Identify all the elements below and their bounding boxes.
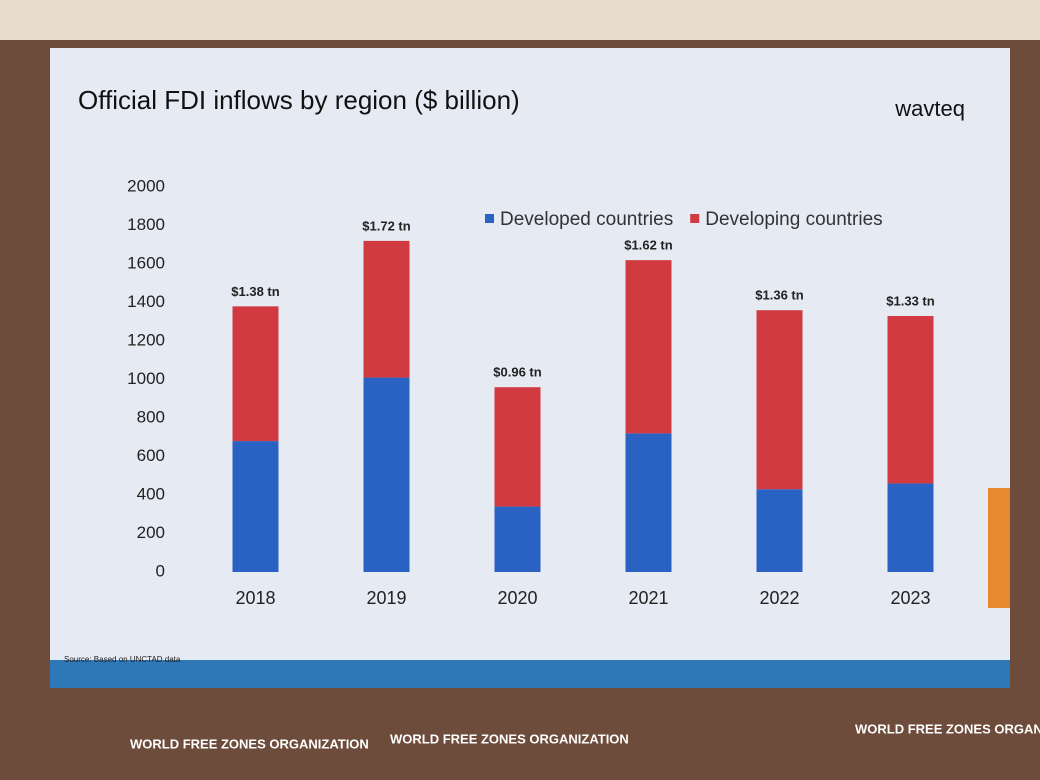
y-tick-label: 400 — [137, 484, 165, 503]
bar-segment — [756, 489, 803, 572]
venue-label: WORLD FREE ZONES ORGANIZATION — [390, 731, 629, 746]
bar-segment — [625, 433, 672, 572]
bar-segment — [494, 506, 541, 572]
bar-segment — [887, 483, 934, 572]
y-tick-label: 1800 — [127, 215, 165, 234]
venue-label: WORLD FREE ZONES ORGANIZATION — [855, 721, 1040, 736]
total-label: $1.36 tn — [755, 288, 803, 303]
bar-segment — [887, 315, 934, 484]
x-tick-label: 2018 — [235, 588, 275, 608]
side-accent — [988, 488, 1010, 608]
slide-footer-stripe — [50, 660, 1010, 688]
total-label: $1.38 tn — [231, 284, 279, 299]
chart-title: Official FDI inflows by region ($ billio… — [78, 85, 520, 115]
y-tick-label: 2000 — [127, 176, 165, 195]
bar-segment — [756, 310, 803, 490]
total-label: $1.72 tn — [362, 218, 410, 233]
bar-segment — [363, 377, 410, 572]
legend-label: Developed countries — [500, 209, 673, 230]
legend-swatch — [690, 214, 700, 223]
bar-segment — [232, 441, 279, 572]
x-tick-label: 2022 — [759, 588, 799, 608]
bar-segment — [625, 260, 672, 434]
brand: wavteq — [894, 96, 965, 121]
y-tick-label: 200 — [137, 523, 165, 542]
legend-label: Developing countries — [705, 209, 882, 230]
x-tick-label: 2023 — [890, 588, 930, 608]
y-tick-label: 800 — [137, 407, 165, 426]
y-tick-label: 0 — [156, 561, 165, 580]
y-tick-label: 600 — [137, 446, 165, 465]
bar-segment — [363, 240, 410, 378]
slide — [50, 48, 1010, 688]
y-tick-label: 1000 — [127, 369, 165, 388]
x-tick-label: 2020 — [497, 588, 537, 608]
total-label: $1.62 tn — [624, 238, 672, 253]
y-tick-label: 1600 — [127, 253, 165, 272]
source-note: Source: Based on UNCTAD data — [64, 655, 181, 664]
bar-segment — [232, 306, 279, 442]
total-label: $1.33 tn — [886, 293, 934, 308]
y-tick-label: 1200 — [127, 330, 165, 349]
total-label: $0.96 tn — [493, 365, 541, 380]
x-tick-label: 2019 — [366, 588, 406, 608]
bar-segment — [494, 387, 541, 507]
legend-swatch — [485, 214, 494, 223]
banner — [0, 0, 1040, 40]
y-tick-label: 1400 — [127, 292, 165, 311]
venue-label: WORLD FREE ZONES ORGANIZATION — [130, 736, 369, 751]
x-tick-label: 2021 — [628, 588, 668, 608]
